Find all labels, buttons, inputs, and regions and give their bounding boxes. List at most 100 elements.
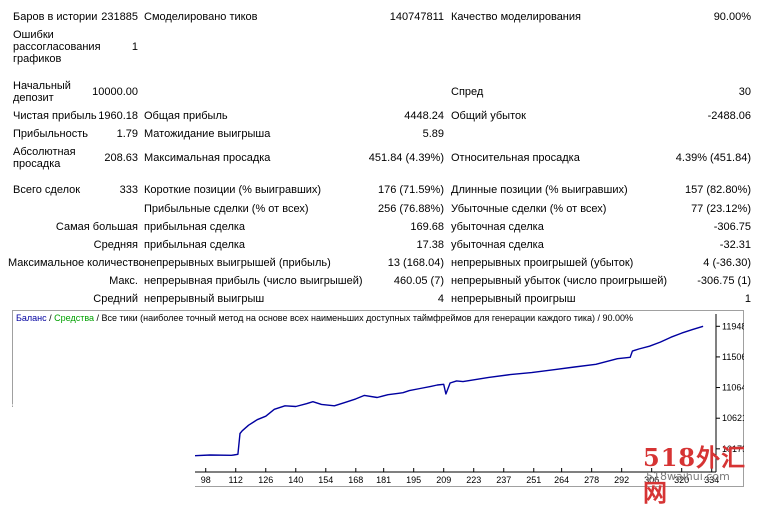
max-cons-losses-label: непрерывных проигрышей (убыток)	[451, 257, 634, 269]
average-prefix: Средняя	[93, 239, 138, 251]
legend-sep-1: /	[46, 313, 55, 323]
bars-label: Баров в истории	[13, 11, 98, 23]
net-profit-value: 1960.18	[98, 110, 138, 122]
gross-profit-label: Общая прибыль	[144, 110, 228, 122]
x-tick-label: 181	[376, 475, 391, 485]
abs-dd-label-2: просадка	[13, 158, 61, 170]
max-dd-label: Максимальная просадка	[144, 152, 271, 164]
profit-factor-value: 1.79	[116, 128, 138, 140]
short-value: 176 (71.59%)	[377, 184, 444, 196]
profit-trades-value: 256 (76.88%)	[377, 203, 444, 215]
bars-value: 231885	[101, 11, 138, 23]
deposit-label-1: Начальный	[13, 80, 71, 92]
largest-loss-label: убыточная сделка	[451, 221, 544, 233]
y-tick-label: 11506	[722, 352, 744, 362]
max-cons-loss-value: -306.75 (1)	[697, 275, 751, 287]
average-loss-value: -32.31	[719, 239, 751, 251]
total-trades-value: 333	[119, 184, 138, 196]
ticks-value: 140747811	[389, 11, 444, 23]
largest-profit-value: 169.68	[410, 221, 444, 233]
profit-factor-label: Прибыльность	[13, 128, 88, 140]
x-tick-label: 264	[554, 475, 569, 485]
net-profit-label: Чистая прибыль	[13, 110, 97, 122]
deposit-value: 10000.00	[92, 86, 138, 98]
max-count-prefix: Максимальное количество	[8, 257, 145, 269]
legend-sep-2: /	[94, 313, 102, 323]
max-cons-wins-value: 13 (168.04)	[387, 257, 444, 269]
rel-dd-value: 4.39% (451.84)	[675, 152, 751, 164]
x-tick-label: 140	[288, 475, 303, 485]
loss-trades-value: 77 (23.12%)	[691, 203, 751, 215]
x-tick-label: 251	[526, 475, 541, 485]
expected-payoff-label: Матожидание выигрыша	[144, 128, 271, 140]
long-label: Длинные позиции (% выигравших)	[451, 184, 628, 196]
errors-label-2: рассогласования	[13, 41, 101, 53]
largest-prefix: Самая большая	[55, 221, 138, 233]
y-tick-label: 11064	[722, 383, 744, 393]
x-tick-label: 278	[584, 475, 599, 485]
series-layer	[194, 325, 704, 457]
watermark-url: 518waihui.com	[646, 470, 730, 483]
average-profit-value: 17.38	[416, 239, 444, 251]
total-trades-label: Всего сделок	[13, 184, 81, 196]
max-cons-wins-label: непрерывных выигрышей (прибыль)	[144, 257, 331, 269]
spread-value: 30	[738, 86, 751, 98]
long-value: 157 (82.80%)	[684, 184, 751, 196]
legend-balance: Баланс	[16, 313, 47, 323]
short-label: Короткие позиции (% выигравших)	[144, 184, 322, 196]
average-loss-label: убыточная сделка	[451, 239, 544, 251]
errors-label-1: Ошибки	[13, 29, 54, 41]
spread-label: Спред	[451, 86, 484, 98]
x-tick-label: 306	[644, 475, 659, 485]
max-dd-value: 451.84 (4.39%)	[368, 152, 444, 164]
profit-trades-label: Прибыльные сделки (% от всех)	[144, 203, 309, 215]
x-tick-label: 292	[614, 475, 629, 485]
gross-loss-label: Общий убыток	[451, 110, 526, 122]
abs-dd-value: 208.63	[104, 152, 138, 164]
legend-equity: Средства	[54, 313, 95, 323]
quality-label: Качество моделирования	[451, 11, 581, 23]
rel-dd-label: Относительная просадка	[451, 152, 580, 164]
expected-payoff-value: 5.89	[422, 128, 444, 140]
legend-mode: Все тики (наиболее точный метод на основ…	[101, 313, 634, 323]
errors-label-3: графиков	[13, 53, 62, 65]
x-tick-label: 334	[704, 475, 719, 485]
max-cons-profit-label: непрерывная прибыль (число выигрышей)	[144, 275, 363, 287]
max-cons-loss-label: непрерывный убыток (число проигрышей)	[451, 275, 668, 287]
max-cons-profit-value: 460.05 (7)	[393, 275, 444, 287]
gross-profit-value: 4448.24	[404, 110, 444, 122]
x-tick-label: 237	[496, 475, 511, 485]
errors-value: 1	[131, 41, 138, 53]
largest-profit-label: прибыльная сделка	[144, 221, 246, 233]
avg-cons-wins-value: 4	[437, 293, 444, 305]
deposit-label-2: депозит	[13, 92, 54, 104]
balance-series-line	[194, 325, 704, 457]
average-profit-label: прибыльная сделка	[144, 239, 246, 251]
gross-loss-value: -2488.06	[707, 110, 751, 122]
avg-cons-wins-label: непрерывный выигрыш	[144, 293, 265, 305]
max-cons-losses-value: 4 (-36.30)	[703, 257, 751, 269]
largest-loss-value: -306.75	[713, 221, 751, 233]
x-tick-label: 223	[466, 475, 481, 485]
quality-value: 90.00%	[713, 11, 751, 23]
chart-occluder	[0, 407, 195, 487]
chart-legend: Баланс / Средства / Все тики (наиболее т…	[16, 312, 633, 324]
abs-dd-label-1: Абсолютная	[13, 146, 76, 158]
x-tick-label: 209	[436, 475, 451, 485]
max-prefix: Макс.	[109, 275, 138, 287]
loss-trades-label: Убыточные сделки (% от всех)	[451, 203, 607, 215]
x-tick-label: 154	[318, 475, 333, 485]
avg-cons-losses-value: 1	[744, 293, 751, 305]
x-tick-label: 168	[348, 475, 363, 485]
avg-cons-losses-label: непрерывный проигрыш	[451, 293, 576, 305]
ticks-label: Смоделировано тиков	[144, 11, 258, 23]
y-tick-label: 11948	[722, 321, 744, 331]
x-tick-label: 320	[674, 475, 689, 485]
x-tick-label: 195	[406, 475, 421, 485]
x-tick-label: 112	[229, 475, 243, 485]
avg-prefix: Средний	[93, 293, 138, 305]
x-tick-label: 98	[201, 475, 211, 485]
